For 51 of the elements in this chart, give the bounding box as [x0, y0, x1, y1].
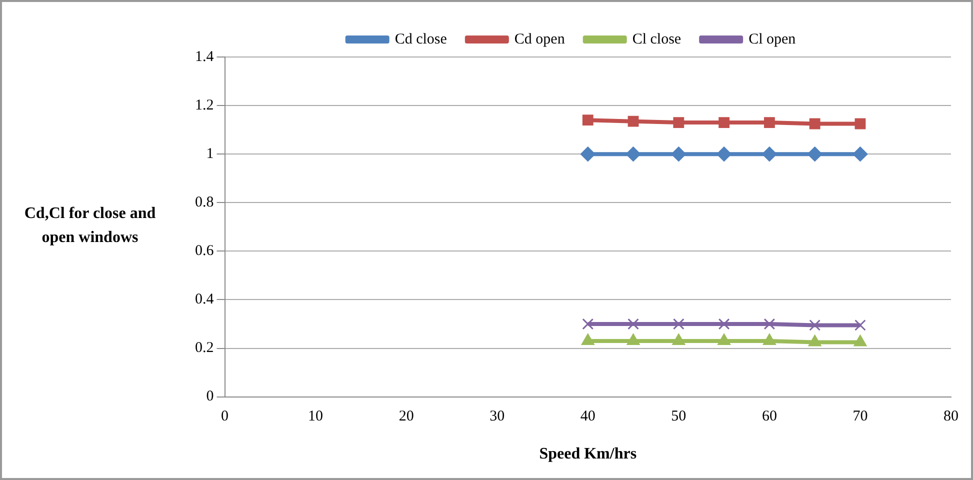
- point: [673, 117, 684, 128]
- x-tick-label: 70: [852, 408, 868, 425]
- point: [672, 318, 684, 330]
- point: [717, 333, 731, 345]
- x-tick-label: 50: [671, 408, 686, 425]
- y-tick-label: 1.4: [195, 48, 214, 65]
- x-tick-label: 0: [221, 408, 228, 425]
- point: [809, 118, 820, 130]
- x-axis-title: Speed Km/hrs: [539, 446, 637, 463]
- point: [807, 146, 822, 162]
- y-axis-title: Cd,Cl for close and open windows: [23, 204, 157, 248]
- legend-label: Cd open: [514, 31, 566, 48]
- point: [762, 146, 777, 162]
- point: [852, 146, 868, 162]
- point: [764, 117, 775, 128]
- y-tick-label: 0.4: [195, 292, 214, 308]
- point: [854, 118, 866, 130]
- y-tick-label: 0: [206, 388, 214, 405]
- point: [762, 333, 776, 345]
- point: [626, 333, 640, 345]
- point: [716, 146, 732, 162]
- y-tick-label: 0.2: [195, 340, 214, 356]
- point: [581, 333, 594, 345]
- legend-label: Cl open: [748, 31, 796, 48]
- point: [808, 334, 822, 346]
- y-tick-label: 1.2: [195, 97, 214, 114]
- x-tick-label: 80: [944, 408, 958, 425]
- x-tick-label: 20: [398, 408, 414, 425]
- y-tick-label: 0.6: [195, 243, 214, 260]
- point: [718, 318, 730, 330]
- x-tick-label: 10: [308, 408, 324, 425]
- point: [626, 146, 641, 162]
- y-tick-label: 0.8: [195, 194, 214, 211]
- point: [809, 320, 821, 331]
- point: [582, 318, 594, 330]
- legend-label: Cd close: [394, 31, 448, 48]
- point: [582, 114, 594, 126]
- point: [672, 333, 686, 345]
- x-tick-label: 40: [580, 408, 596, 425]
- legend-label: Cl close: [632, 31, 682, 48]
- y-tick-label: 1: [206, 146, 214, 162]
- point: [628, 116, 639, 127]
- point: [718, 117, 730, 128]
- point: [854, 320, 866, 331]
- point: [854, 334, 867, 346]
- point: [764, 318, 776, 330]
- point: [628, 318, 639, 330]
- x-tick-label: 30: [490, 408, 505, 425]
- point: [671, 146, 686, 162]
- point: [580, 146, 596, 162]
- x-tick-label: 60: [762, 408, 777, 425]
